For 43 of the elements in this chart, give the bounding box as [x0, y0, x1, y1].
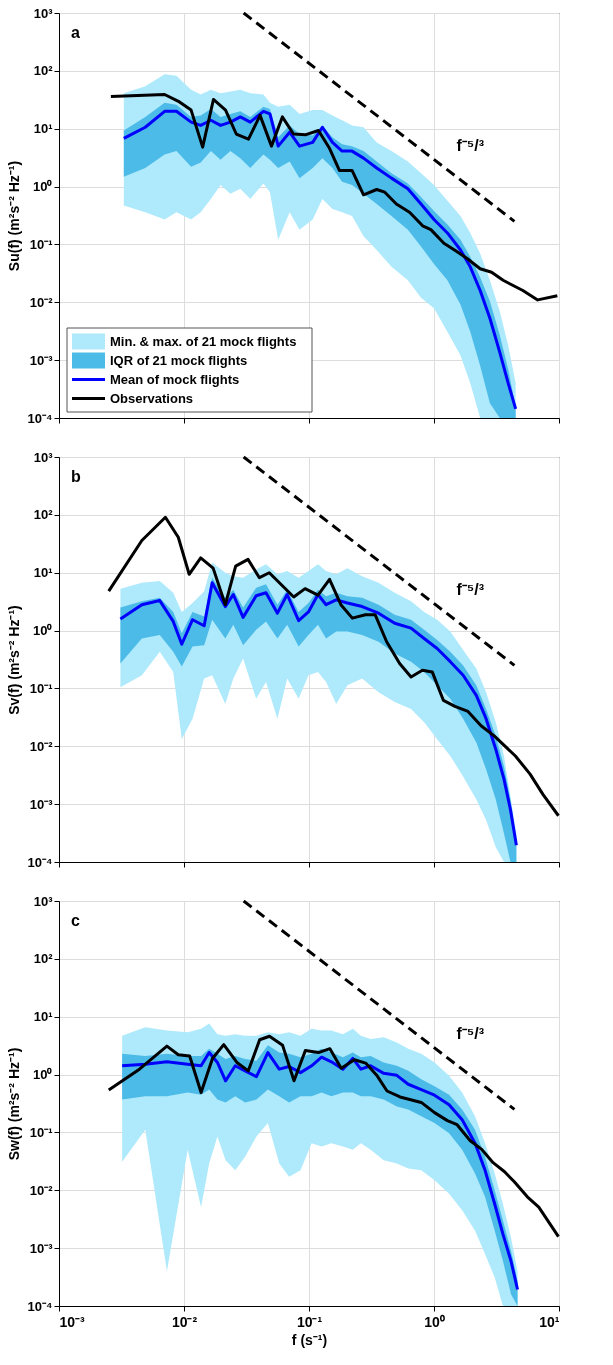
- y-axis-title: Sw(f) (m²s⁻² Hz⁻¹): [5, 1047, 22, 1161]
- x-tick-label: 10⁻¹: [296, 1313, 323, 1330]
- y-tick-label: 10²: [33, 63, 54, 79]
- y-tick-label: 10⁻¹: [29, 236, 53, 252]
- y-tick-label: 10¹: [33, 121, 53, 137]
- series-label: f⁻⁵/³: [456, 137, 485, 155]
- series-label: f⁻⁵/³: [456, 1025, 485, 1043]
- y-tick-label: 10⁰: [33, 1067, 53, 1083]
- legend-label: IQR of 21 mock flights: [110, 352, 248, 368]
- x-tick-label: 10⁻²: [171, 1313, 198, 1330]
- text: a: [71, 24, 80, 41]
- x-tick-label: 10⁻³: [59, 1313, 86, 1330]
- y-tick-label: 10⁻⁴: [27, 1298, 53, 1314]
- y-tick-label: 10⁻²: [29, 1182, 54, 1198]
- legend-label: Observations: [110, 390, 194, 406]
- y-tick-label: 10¹: [33, 1009, 53, 1025]
- y-tick-label: 10³: [33, 5, 54, 21]
- y-tick-label: 10⁻⁴: [27, 410, 53, 426]
- y-axis-title: Sv(f) (m²s⁻² Hz⁻¹): [5, 605, 22, 715]
- y-tick-label: 10⁻¹: [29, 1124, 53, 1140]
- y-axis-title: Su(f) (m²s⁻² Hz⁻¹): [5, 160, 22, 272]
- text: c: [71, 912, 80, 929]
- y-tick-label: 10⁻³: [29, 352, 54, 368]
- y-tick-label: 10²: [33, 951, 54, 967]
- y-tick-label: 10⁰: [33, 179, 53, 195]
- y-tick-label: 10¹: [33, 565, 53, 581]
- y-tick-label: 10³: [33, 449, 54, 465]
- y-tick-label: 10⁻²: [29, 294, 54, 310]
- y-tick-label: 10²: [33, 507, 54, 523]
- y-tick-label: 10³: [33, 893, 54, 909]
- text: b: [71, 468, 81, 485]
- y-tick-label: 10⁻³: [29, 1240, 54, 1256]
- series-label: f⁻⁵/³: [456, 581, 485, 599]
- y-tick-label: 10⁻²: [29, 738, 54, 754]
- y-tick-label: 10⁻³: [29, 796, 54, 812]
- legend-label: Min. & max. of 21 mock flights: [110, 333, 297, 349]
- y-tick-label: 10⁻¹: [29, 680, 53, 696]
- legend-label: Mean of mock flights: [110, 371, 240, 387]
- x-tick-label: 10⁰: [424, 1313, 445, 1330]
- y-tick-label: 10⁰: [33, 623, 53, 639]
- x-axis-title: f (s⁻¹): [291, 1331, 328, 1348]
- x-tick-label: 10¹: [539, 1313, 560, 1330]
- y-tick-label: 10⁻⁴: [27, 854, 53, 870]
